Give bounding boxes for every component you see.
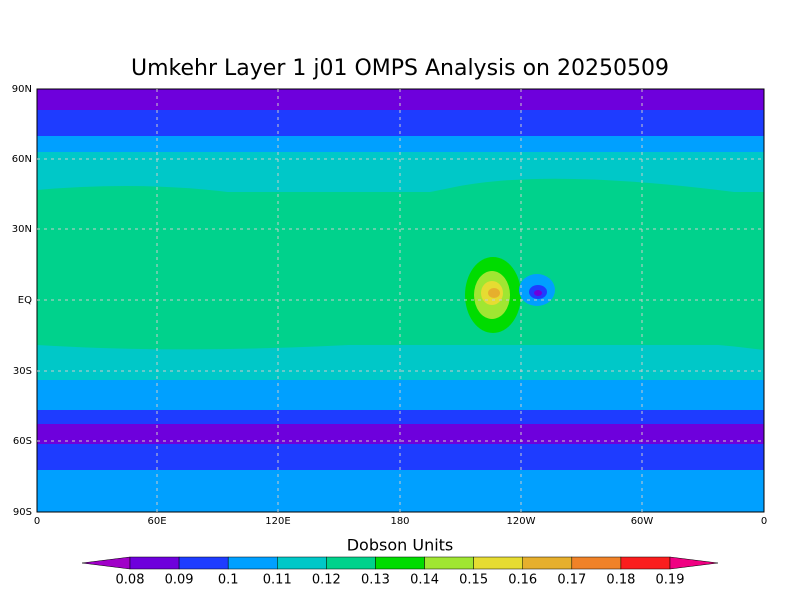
colorbar-label: 0.15 <box>459 573 488 588</box>
lon-label: 0 <box>761 516 767 527</box>
lat-label: 30N <box>12 224 32 235</box>
field-anomaly <box>534 290 542 296</box>
lon-label: 120E <box>265 516 290 527</box>
colorbar-box <box>571 556 622 570</box>
colorbar-label: 0.14 <box>410 573 439 588</box>
colorbar-box <box>522 556 573 570</box>
colorbar-label: 0.13 <box>361 573 390 588</box>
lat-label: 90S <box>13 507 32 518</box>
lat-label: EQ <box>18 295 32 306</box>
colorbar-label: 0.08 <box>116 573 145 588</box>
colorbar-box <box>473 556 523 570</box>
colorbar-label: 0.1 <box>218 573 239 588</box>
colorbar-title: Dobson Units <box>347 536 454 555</box>
lon-label: 60W <box>631 516 654 527</box>
colorbar-label: 0.19 <box>656 573 685 588</box>
field-band <box>37 89 764 110</box>
colorbar-arrow <box>81 556 131 570</box>
colorbar-label: 0.09 <box>165 573 194 588</box>
lon-label: 120W <box>507 516 536 527</box>
lon-label: 180 <box>390 516 409 527</box>
lon-label: 0 <box>34 516 40 527</box>
colorbar-label: 0.17 <box>557 573 586 588</box>
lat-label: 60N <box>12 154 32 165</box>
lat-label: 60S <box>13 436 32 447</box>
field-band <box>37 136 764 152</box>
colorbar-label: 0.11 <box>263 573 292 588</box>
colorbar-box <box>424 556 474 570</box>
lat-label: 30S <box>13 366 32 377</box>
lat-label: 90N <box>12 84 32 95</box>
field-anomaly <box>488 288 500 298</box>
colorbar-label: 0.18 <box>606 573 635 588</box>
map-title: Umkehr Layer 1 j01 OMPS Analysis on 2025… <box>131 56 669 81</box>
colorbar-box <box>375 556 425 570</box>
colorbar-box <box>129 556 180 570</box>
colorbar-label: 0.12 <box>312 573 341 588</box>
colorbar-label: 0.16 <box>508 573 537 588</box>
colorbar-arrow <box>669 556 719 570</box>
colorbar-box <box>277 556 327 570</box>
colorbar-box <box>227 556 278 570</box>
colorbar-box <box>326 556 376 570</box>
colorbar-box <box>178 556 229 570</box>
field-band <box>37 330 764 350</box>
lon-label: 60E <box>147 516 166 527</box>
colorbar-box <box>620 556 671 570</box>
